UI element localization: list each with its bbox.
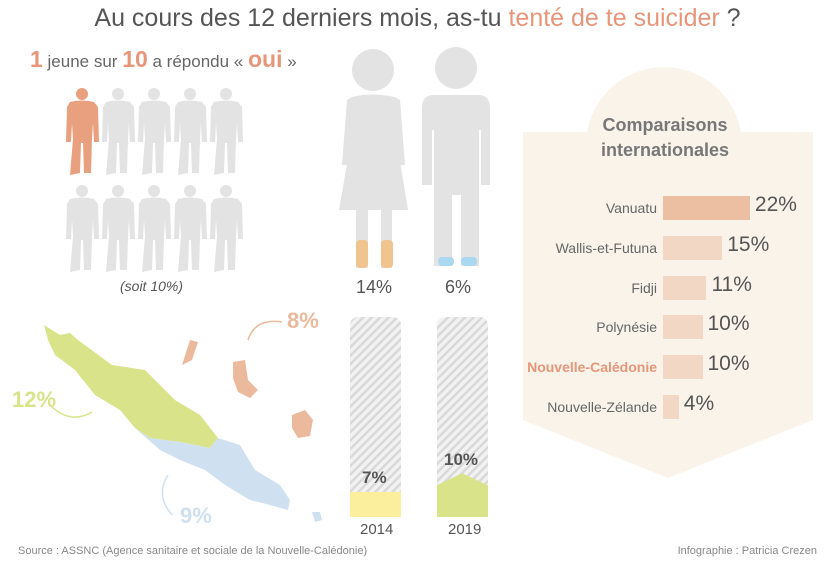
- country-bar: [663, 196, 750, 220]
- country-label: Fidji: [631, 279, 657, 296]
- people-grid: [66, 88, 243, 272]
- person-icon: [102, 88, 135, 175]
- comparison-row: Nouvelle-Calédonie 10%: [523, 352, 835, 380]
- comparison-row: Nouvelle-Zélande 4%: [523, 392, 835, 419]
- person-icon: [102, 185, 135, 272]
- country-value: 10%: [707, 312, 750, 336]
- bar-label-2014: 7%: [362, 468, 387, 487]
- country-value: 11%: [711, 272, 752, 296]
- map-label-sud: 9%: [180, 503, 212, 528]
- subhead-text: »: [282, 52, 297, 71]
- count-ten: 10: [122, 46, 148, 72]
- comparison-row: Fidji 11%: [523, 272, 835, 300]
- bar-background-2014: [350, 317, 401, 517]
- person-icon: [138, 88, 171, 175]
- year-label-2014: 2014: [360, 521, 394, 538]
- year-bar-chart: [350, 317, 488, 517]
- country-bar: [663, 395, 679, 419]
- count-one: 1: [30, 46, 43, 72]
- title-text: Au cours des 12 derniers mois, as-tu: [94, 4, 509, 32]
- country-value: 10%: [707, 352, 750, 376]
- map-label-nord: 12%: [12, 387, 57, 412]
- bar-fill-2014: [350, 492, 401, 517]
- comparison-row: Wallis-et-Futuna 15%: [523, 232, 835, 260]
- person-icon: [138, 185, 171, 272]
- title-suffix: ?: [719, 4, 741, 32]
- bar-label-2019: 10%: [444, 450, 479, 469]
- map-loyalty-islands: [182, 340, 313, 438]
- person-icon: [66, 185, 99, 272]
- country-label: Polynésie: [596, 319, 657, 336]
- male-percent: 6%: [445, 277, 472, 297]
- new-caledonia-map: [44, 320, 322, 522]
- map-label-iles: 8%: [287, 308, 319, 333]
- country-value: 22%: [754, 193, 797, 216]
- female-icon: [339, 49, 408, 268]
- comparison-row: Polynésie 10%: [523, 312, 835, 340]
- country-bar: [663, 275, 707, 300]
- country-label: Nouvelle-Zélande: [547, 399, 657, 415]
- arrow-icon: [49, 404, 93, 418]
- country-label: Wallis-et-Futuna: [555, 239, 657, 256]
- subheadline: 1 jeune sur 10 a répondu « oui »: [30, 46, 297, 73]
- year-label-2019: 2019: [448, 521, 482, 538]
- bar-background-2019: [437, 317, 488, 517]
- map-province-nord: [44, 325, 218, 448]
- credit-text: Infographie : Patricia Crezen: [677, 545, 817, 557]
- title-highlight: tenté de te suicider: [508, 4, 720, 32]
- female-percent: 14%: [356, 277, 393, 297]
- arrow-icon: [247, 320, 283, 341]
- subhead-text: a répondu «: [147, 52, 248, 71]
- source-text: Source : ASSNC (Agence sanitaire et soci…: [18, 545, 368, 557]
- person-icon: [174, 88, 207, 175]
- map-province-sud: [135, 428, 290, 510]
- person-icon: [210, 185, 243, 272]
- panel-title: Comparaisons internationales: [600, 115, 730, 160]
- person-icon: [174, 185, 207, 272]
- subhead-text: jeune sur: [42, 52, 123, 71]
- people-note: (soit 10%): [120, 278, 184, 294]
- country-label: Nouvelle-Calédonie: [527, 359, 657, 376]
- bar-fill-2019: [437, 473, 488, 517]
- country-value: 4%: [683, 392, 715, 415]
- country-label: Vanuatu: [605, 200, 657, 216]
- page-title: Au cours des 12 derniers mois, as-tu ten…: [0, 4, 835, 33]
- country-bar: [663, 355, 703, 380]
- person-icon: [210, 88, 243, 175]
- country-bar: [663, 315, 703, 340]
- person-icon-highlighted: [66, 88, 99, 175]
- map-island-sud: [312, 512, 322, 522]
- country-value: 15%: [727, 232, 770, 256]
- arrow-icon: [161, 474, 173, 516]
- answer-oui: oui: [247, 46, 283, 72]
- country-bar: [663, 235, 723, 260]
- comparison-row: Vanuatu 22%: [523, 193, 835, 220]
- male-icon: [422, 47, 490, 266]
